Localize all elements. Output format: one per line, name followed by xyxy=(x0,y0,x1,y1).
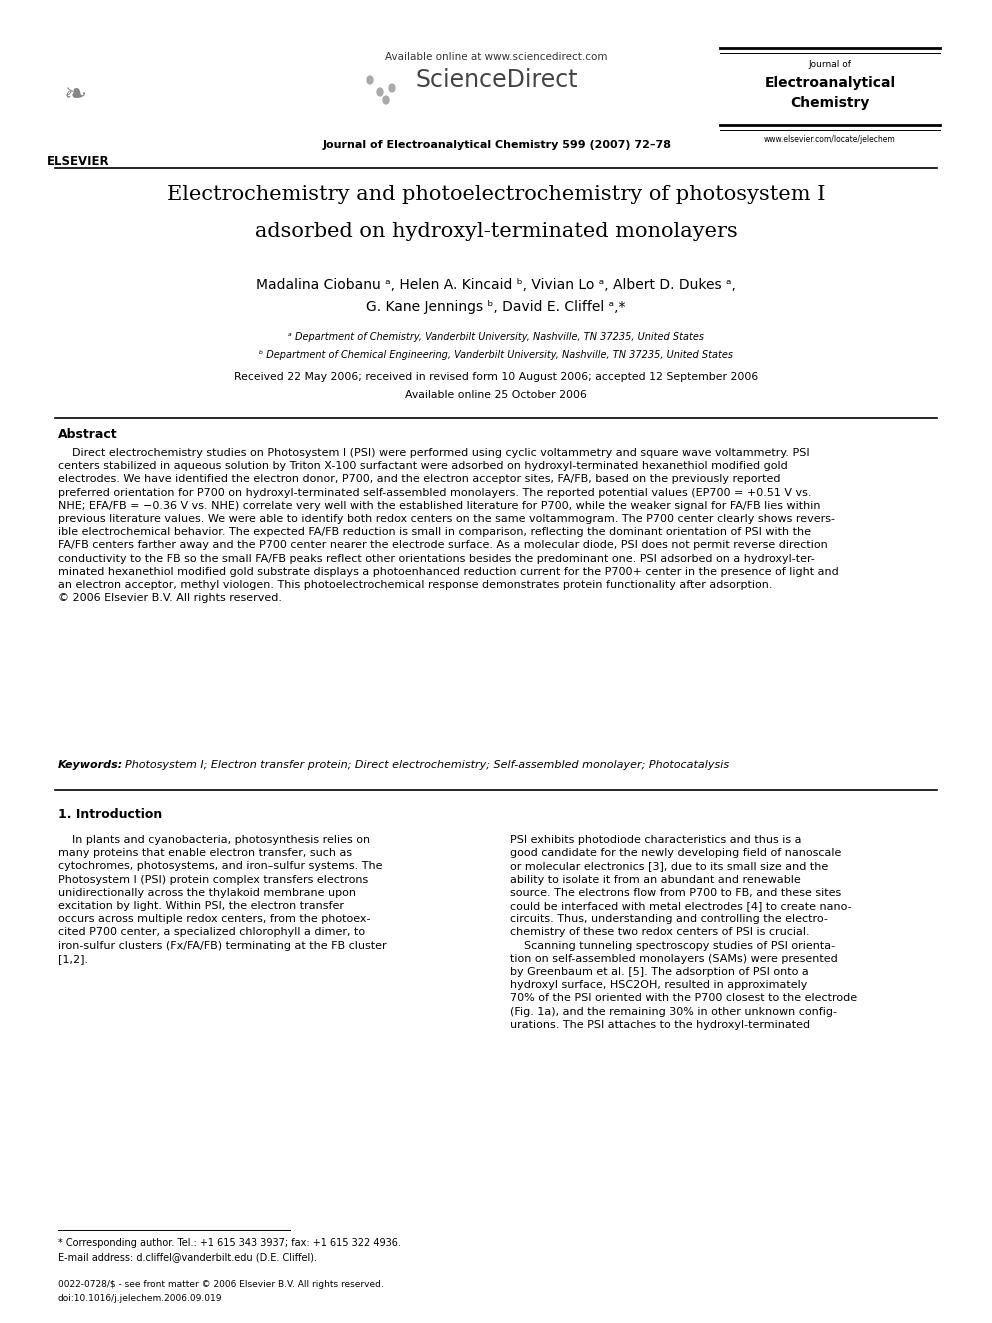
Text: www.elsevier.com/locate/jelechem: www.elsevier.com/locate/jelechem xyxy=(764,135,896,144)
Text: Madalina Ciobanu ᵃ, Helen A. Kincaid ᵇ, Vivian Lo ᵃ, Albert D. Dukes ᵃ,: Madalina Ciobanu ᵃ, Helen A. Kincaid ᵇ, … xyxy=(256,278,736,292)
Text: Available online 25 October 2006: Available online 25 October 2006 xyxy=(405,390,587,400)
Text: ❧: ❧ xyxy=(63,81,86,108)
Text: G. Kane Jennings ᵇ, David E. Cliffel ᵃ,*: G. Kane Jennings ᵇ, David E. Cliffel ᵃ,* xyxy=(366,300,626,314)
Text: 0022-0728/$ - see front matter © 2006 Elsevier B.V. All rights reserved.: 0022-0728/$ - see front matter © 2006 El… xyxy=(58,1279,384,1289)
Text: ELSEVIER: ELSEVIER xyxy=(47,155,109,168)
Text: Direct electrochemistry studies on Photosystem I (PSI) were performed using cycl: Direct electrochemistry studies on Photo… xyxy=(58,448,839,603)
Text: PSI exhibits photodiode characteristics and thus is a
good candidate for the new: PSI exhibits photodiode characteristics … xyxy=(510,835,857,1029)
Text: In plants and cyanobacteria, photosynthesis relies on
many proteins that enable : In plants and cyanobacteria, photosynthe… xyxy=(58,835,387,963)
Text: Electrochemistry and photoelectrochemistry of photosystem I: Electrochemistry and photoelectrochemist… xyxy=(167,185,825,204)
Text: E-mail address: d.cliffel@vanderbilt.edu (D.E. Cliffel).: E-mail address: d.cliffel@vanderbilt.edu… xyxy=(58,1252,317,1262)
Text: adsorbed on hydroxyl-terminated monolayers: adsorbed on hydroxyl-terminated monolaye… xyxy=(255,222,737,241)
Text: * Corresponding author. Tel.: +1 615 343 3937; fax: +1 615 322 4936.: * Corresponding author. Tel.: +1 615 343… xyxy=(58,1238,401,1248)
Text: Chemistry: Chemistry xyxy=(791,97,870,110)
Text: Journal of Electroanalytical Chemistry 599 (2007) 72–78: Journal of Electroanalytical Chemistry 5… xyxy=(322,140,672,149)
Text: Keywords:: Keywords: xyxy=(58,759,123,770)
Text: Photosystem I; Electron transfer protein; Direct electrochemistry; Self-assemble: Photosystem I; Electron transfer protein… xyxy=(118,759,729,770)
Text: Abstract: Abstract xyxy=(58,429,118,441)
Text: 1. Introduction: 1. Introduction xyxy=(58,808,163,822)
Text: ᵃ Department of Chemistry, Vanderbilt University, Nashville, TN 37235, United St: ᵃ Department of Chemistry, Vanderbilt Un… xyxy=(288,332,704,343)
Text: ScienceDirect: ScienceDirect xyxy=(416,67,578,93)
Text: Available online at www.sciencedirect.com: Available online at www.sciencedirect.co… xyxy=(385,52,607,62)
Text: doi:10.1016/j.jelechem.2006.09.019: doi:10.1016/j.jelechem.2006.09.019 xyxy=(58,1294,222,1303)
Text: Received 22 May 2006; received in revised form 10 August 2006; accepted 12 Septe: Received 22 May 2006; received in revise… xyxy=(234,372,758,382)
Text: Journal of: Journal of xyxy=(808,60,851,69)
Text: ᵇ Department of Chemical Engineering, Vanderbilt University, Nashville, TN 37235: ᵇ Department of Chemical Engineering, Va… xyxy=(259,351,733,360)
Text: Electroanalytical: Electroanalytical xyxy=(765,75,896,90)
